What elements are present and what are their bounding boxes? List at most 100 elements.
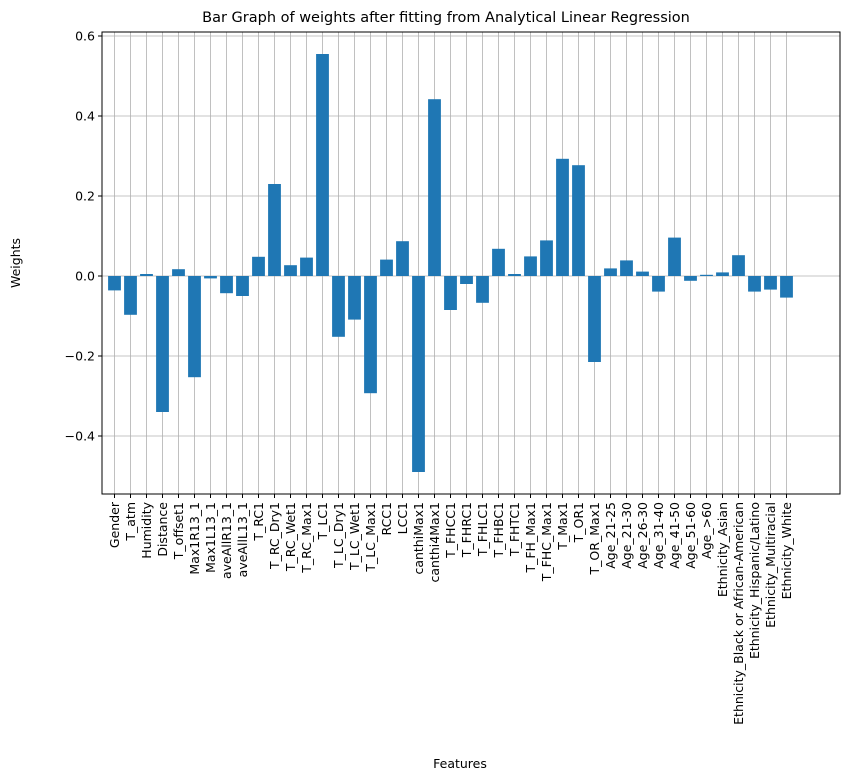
bar [652, 276, 665, 292]
chart-title: Bar Graph of weights after fitting from … [202, 10, 690, 26]
x-tick-label: T_FHTC1 [507, 502, 522, 557]
x-tick-label: Gender [107, 501, 122, 548]
bar [460, 276, 473, 284]
x-tick-label: Age_51-60 [683, 502, 698, 569]
x-axis-ticks: Gender T_atm Humidity Distance T_offset1 Max1… [107, 494, 794, 725]
y-tick-label: −0.4 [65, 429, 95, 444]
bar [268, 184, 281, 276]
bar [716, 272, 729, 276]
bar [348, 276, 361, 320]
x-tick-label: T_LC_Dry1 [331, 502, 346, 569]
bar [300, 257, 313, 276]
bar [380, 259, 393, 276]
x-tick-label: Age_41-50 [667, 502, 682, 569]
x-tick-label: Ethnicity_Multiracial [763, 502, 778, 628]
bar [428, 99, 441, 276]
x-tick-label: T_RC_Max1 [299, 502, 314, 574]
y-tick-label: 0.4 [75, 109, 95, 124]
y-tick-label: −0.2 [65, 349, 95, 364]
x-tick-label: Age_>60 [699, 502, 714, 559]
bar [124, 276, 137, 315]
x-tick-label: Distance [155, 502, 170, 557]
bar [412, 276, 425, 472]
y-tick-label: 0.0 [75, 269, 95, 284]
bar [748, 276, 761, 292]
x-tick-label: LCC1 [395, 502, 410, 534]
x-tick-label: Max1L13_1 [203, 502, 218, 573]
x-tick-label: aveAllR13_1 [219, 502, 234, 579]
bar [620, 260, 633, 276]
bar [204, 276, 217, 279]
x-tick-label: T_RC1 [251, 502, 266, 542]
bar [764, 276, 777, 290]
bar [396, 241, 409, 276]
bar [220, 276, 233, 294]
bar [572, 165, 585, 276]
bar [508, 274, 521, 276]
x-tick-label: RCC1 [379, 502, 394, 535]
x-tick-label: T_FH_Max1 [523, 502, 538, 574]
x-tick-label: T_offset1 [171, 502, 186, 560]
bar [172, 269, 185, 276]
x-tick-label: T_LC_Max1 [363, 502, 378, 573]
bar [668, 237, 681, 276]
bar [236, 276, 249, 296]
bar [156, 276, 169, 412]
x-tick-label: Age_26-30 [635, 502, 650, 569]
x-tick-label: T_OR1 [571, 502, 586, 543]
x-tick-label: canthi4Max1 [427, 502, 442, 583]
y-axis-label: Weights [8, 238, 23, 288]
x-tick-label: T_FHBC1 [491, 502, 506, 559]
bar [476, 276, 489, 303]
bar [780, 276, 793, 298]
bar [108, 276, 121, 291]
x-tick-label: aveAllL13_1 [235, 502, 250, 577]
x-tick-label: T_LC1 [315, 502, 330, 541]
x-tick-label: Humidity [139, 501, 154, 558]
y-tick-label: 0.2 [75, 189, 95, 204]
x-tick-label: Ethnicity_Black or African-American [731, 502, 746, 725]
x-tick-label: Ethnicity_White [779, 502, 794, 600]
y-axis-ticks: −0.4 −0.2 0.0 0.2 0.4 0.6 [65, 29, 102, 444]
x-tick-label: Ethnicity_Asian [715, 502, 730, 597]
x-tick-label: Age_31-40 [651, 502, 666, 569]
x-tick-label: Ethnicity_Hispanic/Latino [747, 502, 762, 659]
bar [636, 271, 649, 276]
bar [284, 265, 297, 276]
plot-frame [101, 31, 841, 495]
bar [588, 276, 601, 362]
bar [332, 276, 345, 337]
x-tick-label: T_FHLC1 [475, 502, 490, 557]
bar [252, 256, 265, 276]
x-tick-label: T_FHC_Max1 [539, 502, 554, 582]
bar [604, 268, 617, 276]
bar [316, 54, 329, 276]
bars [108, 54, 793, 472]
bar [364, 276, 377, 394]
x-tick-label: canthiMax1 [411, 502, 426, 575]
x-tick-label: Age_21-25 [603, 502, 618, 569]
x-tick-label: Max1R13_1 [187, 502, 202, 575]
bar [540, 240, 553, 276]
bar [700, 274, 713, 276]
x-tick-label: T_FHCC1 [443, 502, 458, 559]
bar [684, 276, 697, 281]
x-tick-label: T_RC_Wet1 [283, 502, 298, 572]
x-tick-label: T_FHRC1 [459, 502, 474, 558]
x-axis-label: Features [433, 756, 487, 771]
y-tick-label: 0.6 [75, 29, 95, 44]
bar [524, 256, 537, 276]
bar [188, 276, 201, 378]
x-tick-label: T_OR_Max1 [587, 502, 602, 575]
bar [444, 276, 457, 310]
bar [140, 274, 153, 276]
x-tick-label: T_LC_Wet1 [347, 502, 362, 571]
x-tick-label: T_RC_Dry1 [267, 502, 282, 570]
x-tick-label: Age_21-30 [619, 502, 634, 569]
bar [732, 255, 745, 276]
bar [492, 248, 505, 276]
bar [556, 158, 569, 276]
x-tick-label: T_atm [123, 502, 138, 542]
x-tick-label: T_Max1 [555, 502, 570, 551]
